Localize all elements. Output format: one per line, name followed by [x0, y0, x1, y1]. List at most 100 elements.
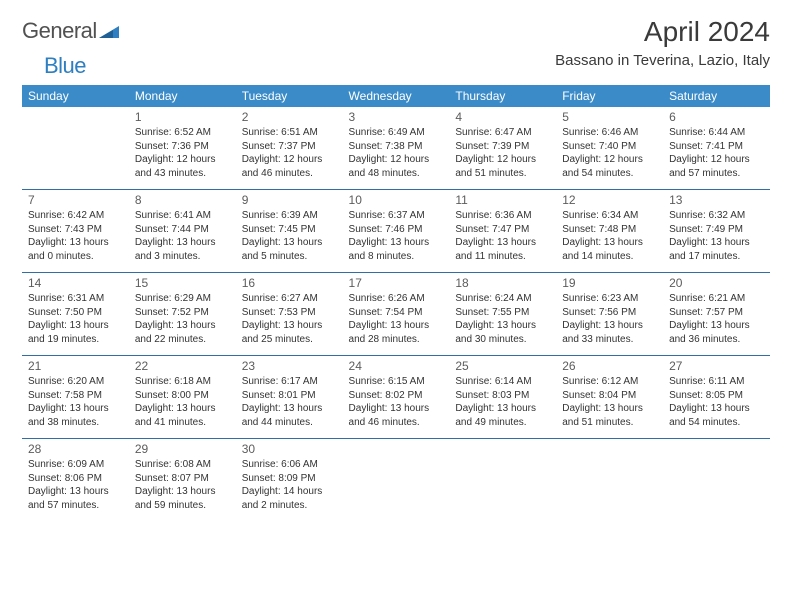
sunrise-text: Sunrise: 6:39 AM — [242, 209, 337, 223]
sunset-text: Sunset: 7:58 PM — [28, 389, 123, 403]
dayhdr-fri: Friday — [556, 85, 663, 107]
calendar-cell — [343, 439, 450, 522]
daylight-text: Daylight: 13 hours and 5 minutes. — [242, 236, 337, 263]
sunrise-text: Sunrise: 6:23 AM — [562, 292, 657, 306]
daylight-text: Daylight: 13 hours and 36 minutes. — [669, 319, 764, 346]
brand-logo: General — [22, 18, 119, 44]
sunset-text: Sunset: 7:41 PM — [669, 140, 764, 154]
calendar-cell: 12Sunrise: 6:34 AMSunset: 7:48 PMDayligh… — [556, 190, 663, 273]
calendar-cell: 8Sunrise: 6:41 AMSunset: 7:44 PMDaylight… — [129, 190, 236, 273]
day-number: 28 — [28, 441, 123, 457]
calendar-cell: 4Sunrise: 6:47 AMSunset: 7:39 PMDaylight… — [449, 107, 556, 190]
calendar-cell: 28Sunrise: 6:09 AMSunset: 8:06 PMDayligh… — [22, 439, 129, 522]
day-number: 30 — [242, 441, 337, 457]
calendar-cell: 1Sunrise: 6:52 AMSunset: 7:36 PMDaylight… — [129, 107, 236, 190]
calendar-cell: 5Sunrise: 6:46 AMSunset: 7:40 PMDaylight… — [556, 107, 663, 190]
day-number: 11 — [455, 192, 550, 208]
calendar-cell: 11Sunrise: 6:36 AMSunset: 7:47 PMDayligh… — [449, 190, 556, 273]
calendar-cell: 19Sunrise: 6:23 AMSunset: 7:56 PMDayligh… — [556, 273, 663, 356]
calendar-cell: 23Sunrise: 6:17 AMSunset: 8:01 PMDayligh… — [236, 356, 343, 439]
calendar-cell: 29Sunrise: 6:08 AMSunset: 8:07 PMDayligh… — [129, 439, 236, 522]
calendar-cell: 22Sunrise: 6:18 AMSunset: 8:00 PMDayligh… — [129, 356, 236, 439]
calendar-week-row: 28Sunrise: 6:09 AMSunset: 8:06 PMDayligh… — [22, 439, 770, 522]
sunrise-text: Sunrise: 6:31 AM — [28, 292, 123, 306]
sunset-text: Sunset: 7:46 PM — [349, 223, 444, 237]
calendar-cell: 18Sunrise: 6:24 AMSunset: 7:55 PMDayligh… — [449, 273, 556, 356]
daylight-text: Daylight: 12 hours and 43 minutes. — [135, 153, 230, 180]
daylight-text: Daylight: 13 hours and 8 minutes. — [349, 236, 444, 263]
day-number: 23 — [242, 358, 337, 374]
day-number: 25 — [455, 358, 550, 374]
dayhdr-sat: Saturday — [663, 85, 770, 107]
calendar-cell: 20Sunrise: 6:21 AMSunset: 7:57 PMDayligh… — [663, 273, 770, 356]
calendar-cell — [449, 439, 556, 522]
dayhdr-sun: Sunday — [22, 85, 129, 107]
sunrise-text: Sunrise: 6:18 AM — [135, 375, 230, 389]
day-number: 5 — [562, 109, 657, 125]
sunset-text: Sunset: 7:39 PM — [455, 140, 550, 154]
calendar-cell: 3Sunrise: 6:49 AMSunset: 7:38 PMDaylight… — [343, 107, 450, 190]
day-number: 27 — [669, 358, 764, 374]
daylight-text: Daylight: 13 hours and 59 minutes. — [135, 485, 230, 512]
calendar-cell — [22, 107, 129, 190]
sunrise-text: Sunrise: 6:49 AM — [349, 126, 444, 140]
sunrise-text: Sunrise: 6:37 AM — [349, 209, 444, 223]
sunset-text: Sunset: 7:45 PM — [242, 223, 337, 237]
day-number: 18 — [455, 275, 550, 291]
daylight-text: Daylight: 13 hours and 38 minutes. — [28, 402, 123, 429]
sunrise-text: Sunrise: 6:41 AM — [135, 209, 230, 223]
calendar-table: Sunday Monday Tuesday Wednesday Thursday… — [22, 85, 770, 521]
daylight-text: Daylight: 14 hours and 2 minutes. — [242, 485, 337, 512]
sunset-text: Sunset: 7:38 PM — [349, 140, 444, 154]
calendar-week-row: 7Sunrise: 6:42 AMSunset: 7:43 PMDaylight… — [22, 190, 770, 273]
daylight-text: Daylight: 13 hours and 30 minutes. — [455, 319, 550, 346]
daylight-text: Daylight: 13 hours and 49 minutes. — [455, 402, 550, 429]
month-title: April 2024 — [555, 18, 770, 46]
daylight-text: Daylight: 12 hours and 48 minutes. — [349, 153, 444, 180]
calendar-week-row: 1Sunrise: 6:52 AMSunset: 7:36 PMDaylight… — [22, 107, 770, 190]
sunrise-text: Sunrise: 6:51 AM — [242, 126, 337, 140]
sunset-text: Sunset: 8:02 PM — [349, 389, 444, 403]
daylight-text: Daylight: 13 hours and 19 minutes. — [28, 319, 123, 346]
brand-part2: Blue — [44, 53, 86, 79]
day-number: 4 — [455, 109, 550, 125]
calendar-cell: 13Sunrise: 6:32 AMSunset: 7:49 PMDayligh… — [663, 190, 770, 273]
sunrise-text: Sunrise: 6:29 AM — [135, 292, 230, 306]
calendar-header-row: Sunday Monday Tuesday Wednesday Thursday… — [22, 85, 770, 107]
daylight-text: Daylight: 12 hours and 46 minutes. — [242, 153, 337, 180]
sunset-text: Sunset: 7:55 PM — [455, 306, 550, 320]
dayhdr-wed: Wednesday — [343, 85, 450, 107]
sunrise-text: Sunrise: 6:34 AM — [562, 209, 657, 223]
sunset-text: Sunset: 8:05 PM — [669, 389, 764, 403]
day-number: 21 — [28, 358, 123, 374]
sunrise-text: Sunrise: 6:17 AM — [242, 375, 337, 389]
day-number: 19 — [562, 275, 657, 291]
sunset-text: Sunset: 8:00 PM — [135, 389, 230, 403]
day-number: 20 — [669, 275, 764, 291]
calendar-cell — [663, 439, 770, 522]
calendar-cell: 17Sunrise: 6:26 AMSunset: 7:54 PMDayligh… — [343, 273, 450, 356]
sunset-text: Sunset: 8:04 PM — [562, 389, 657, 403]
sunset-text: Sunset: 7:43 PM — [28, 223, 123, 237]
sunset-text: Sunset: 7:57 PM — [669, 306, 764, 320]
sunrise-text: Sunrise: 6:26 AM — [349, 292, 444, 306]
sunrise-text: Sunrise: 6:44 AM — [669, 126, 764, 140]
day-number: 29 — [135, 441, 230, 457]
sunrise-text: Sunrise: 6:47 AM — [455, 126, 550, 140]
daylight-text: Daylight: 13 hours and 22 minutes. — [135, 319, 230, 346]
day-number: 3 — [349, 109, 444, 125]
daylight-text: Daylight: 13 hours and 57 minutes. — [28, 485, 123, 512]
calendar-cell: 25Sunrise: 6:14 AMSunset: 8:03 PMDayligh… — [449, 356, 556, 439]
day-number: 12 — [562, 192, 657, 208]
calendar-cell: 10Sunrise: 6:37 AMSunset: 7:46 PMDayligh… — [343, 190, 450, 273]
daylight-text: Daylight: 13 hours and 54 minutes. — [669, 402, 764, 429]
calendar-cell: 2Sunrise: 6:51 AMSunset: 7:37 PMDaylight… — [236, 107, 343, 190]
sunset-text: Sunset: 8:07 PM — [135, 472, 230, 486]
sunrise-text: Sunrise: 6:36 AM — [455, 209, 550, 223]
sunset-text: Sunset: 7:54 PM — [349, 306, 444, 320]
calendar-cell — [556, 439, 663, 522]
day-number: 22 — [135, 358, 230, 374]
sunset-text: Sunset: 7:36 PM — [135, 140, 230, 154]
calendar-week-row: 21Sunrise: 6:20 AMSunset: 7:58 PMDayligh… — [22, 356, 770, 439]
calendar-cell: 24Sunrise: 6:15 AMSunset: 8:02 PMDayligh… — [343, 356, 450, 439]
